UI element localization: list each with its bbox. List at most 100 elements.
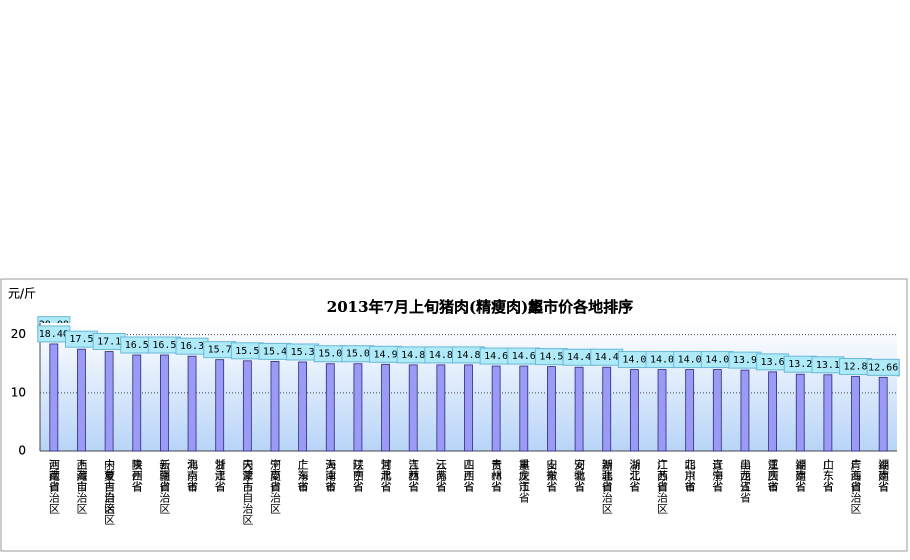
x-tick-label: 青海省	[711, 459, 724, 493]
x-tick-label: 海南省	[324, 458, 337, 493]
x-tick-label: 西藏自治区	[75, 459, 88, 514]
x-tick-label: 山西省	[738, 459, 751, 493]
x-tick-label: 山西省	[462, 459, 475, 493]
chart-title: 2013年7月上旬猪肉(精瘦肉)集市价各地排序	[327, 298, 633, 316]
x-tick-label: 云南省	[158, 459, 171, 493]
bar	[215, 359, 225, 452]
y-axis-label: 元/斤	[8, 287, 36, 301]
value-label: 14.4	[595, 352, 619, 363]
x-tick-label: 安徽省	[573, 458, 586, 493]
bar	[602, 366, 612, 452]
value-label: 13.9	[733, 355, 757, 366]
x-tick-label: 吉林省	[490, 459, 503, 493]
value-label: 13.1	[816, 360, 840, 371]
x-tick-label: 云南省	[434, 459, 447, 493]
bar	[242, 360, 252, 452]
bar	[104, 351, 114, 452]
x-tick-label: 江西省	[766, 459, 779, 493]
x-tick-label: 黑龙江省	[738, 459, 751, 504]
value-label: 18.40	[39, 329, 69, 340]
x-tick-label: 新疆自治区	[158, 458, 171, 514]
value-label: 14.0	[650, 355, 674, 366]
bar	[795, 373, 805, 452]
x-tick-label: 西藏自治区	[47, 459, 60, 514]
value-label: 14.5	[539, 352, 563, 363]
value-label: 15.0	[346, 349, 370, 360]
panel-border	[0, 278, 908, 552]
value-label: 14.8	[401, 350, 425, 361]
value-label: 16.5	[125, 340, 149, 351]
value-label: 15.3	[291, 347, 315, 358]
x-tick-label: 四川省	[462, 459, 475, 493]
x-tick-label: 陕西省	[130, 458, 143, 493]
y-axis-label: 元/斤	[8, 287, 36, 301]
value-label: 13.2	[788, 359, 812, 370]
y-tick-label: 20	[11, 327, 26, 341]
y-tick-label: 0	[18, 444, 26, 458]
bar	[270, 360, 280, 452]
bar	[519, 365, 529, 452]
bar	[464, 364, 473, 452]
value-label: 14.9	[374, 349, 398, 360]
bar	[408, 364, 418, 452]
x-tick-label: 江苏省	[434, 459, 447, 493]
x-tick-label: 河南省	[268, 459, 281, 493]
x-tick-label: 内蒙古自治区	[103, 458, 116, 525]
value-label: 15.0	[318, 349, 342, 360]
x-tick-label: 北京市	[683, 459, 696, 493]
value-label: 14.4	[567, 352, 591, 363]
x-tick-label: 福建省	[794, 458, 807, 493]
x-tick-label: 海南省	[186, 458, 199, 493]
bar	[657, 369, 667, 452]
x-tick-label: 河北省	[379, 459, 392, 493]
x-tick-label: 青海省	[849, 459, 862, 493]
x-tick-label: 上海市	[75, 459, 88, 493]
bar	[740, 369, 750, 452]
x-tick-label: 广西自治区	[656, 459, 669, 514]
x-tick-label: 内蒙古自治区	[241, 458, 254, 525]
bar	[768, 371, 777, 452]
bar	[49, 343, 59, 452]
x-tick-label: 广东省	[821, 459, 834, 493]
x-tick-label: 重庆市	[766, 458, 779, 493]
x-tick-label: 浙江省	[213, 459, 226, 493]
x-tick-label: 四川省	[683, 459, 696, 493]
value-label: 14.8	[456, 350, 480, 361]
x-tick-label: 广西自治区	[849, 459, 862, 514]
bar	[436, 364, 446, 452]
x-tick-label: 山东省	[545, 459, 558, 493]
x-tick-label: 贵州省	[130, 459, 143, 493]
value-label: 14.8	[429, 350, 453, 361]
bar	[187, 355, 197, 452]
x-tick-label: 辽宁省	[711, 459, 724, 493]
x-tick-label: 重庆市	[517, 458, 530, 493]
value-label: 14.6	[484, 351, 508, 362]
y-tick-label: 20	[11, 327, 26, 341]
x-tick-label: 甘肃省	[213, 459, 226, 493]
value-label: 15.7	[208, 345, 232, 356]
bar	[298, 361, 308, 452]
value-label: 13.6	[761, 357, 785, 368]
value-label: 14.0	[622, 355, 646, 366]
x-tick-label: 河南省	[47, 459, 60, 493]
x-tick-label: 湖南省	[877, 459, 890, 493]
value-label: 12.66	[868, 362, 898, 373]
chart-title: 2013年7月上旬猪肉(精瘦肉)超市价各地排序	[327, 298, 633, 316]
bar	[685, 369, 695, 452]
x-tick-label: 天津市	[241, 459, 254, 493]
y-tick-label: 0	[18, 444, 26, 458]
x-tick-label: 安徽省	[545, 458, 558, 493]
bar	[574, 366, 584, 452]
x-tick-label: 浙江省	[628, 459, 641, 493]
x-tick-label: 陕西省	[351, 458, 364, 493]
x-tick-label: 黑龙江省	[517, 459, 530, 504]
x-tick-label: 江西省	[407, 459, 420, 493]
bar	[491, 365, 501, 452]
x-tick-label: 北京市	[186, 459, 199, 493]
value-label: 14.6	[512, 351, 536, 362]
x-tick-label: 宁夏自治区	[103, 458, 116, 514]
value-label: 12.8	[843, 362, 867, 373]
x-tick-label: 湖北省	[628, 459, 641, 493]
x-tick-label: 天津市	[324, 459, 337, 493]
